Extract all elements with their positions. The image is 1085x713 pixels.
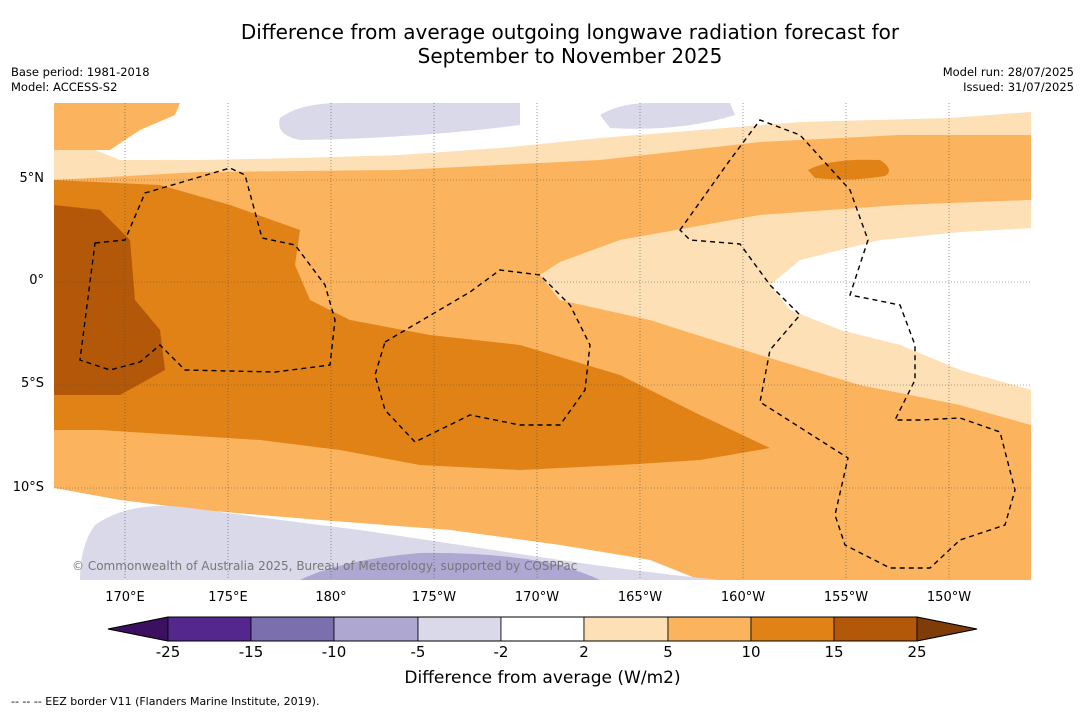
- lon-label: 180°: [315, 590, 347, 605]
- colorbar-tick: -15: [238, 643, 264, 661]
- colorbar-tick: -5: [410, 643, 426, 661]
- eez-border-central: [374, 269, 591, 443]
- map-panel: [54, 103, 1031, 580]
- colorbar-bin: [583, 616, 669, 642]
- eez-legend-note: -- -- -- EEZ border V11 (Flanders Marine…: [11, 695, 320, 708]
- colorbar-tick: -10: [321, 643, 347, 661]
- colorbar-arrow-high: [916, 616, 978, 642]
- colorbar-bin: [500, 616, 585, 642]
- light-positive-east: [540, 200, 1031, 425]
- colorbar-bin: [333, 616, 419, 642]
- colorbar-bin: [417, 616, 502, 642]
- eez-borders: [79, 119, 1016, 569]
- model-run: Model run: 28/07/2025: [942, 65, 1074, 79]
- lat-label: 0°: [29, 273, 44, 288]
- negative-patch-north-1: [279, 103, 520, 140]
- strong-positive-west: [54, 205, 165, 395]
- negative-patch-north-2: [600, 103, 735, 129]
- colorbar-tick: 2: [579, 643, 589, 661]
- lon-label: 175°W: [411, 590, 457, 605]
- colorbar-bin: [167, 616, 252, 642]
- lon-label: 165°W: [617, 590, 663, 605]
- colorbar-outline: [107, 616, 978, 642]
- lon-label: 170°W: [514, 590, 560, 605]
- colorbar-tick: -25: [155, 643, 181, 661]
- lat-label: 5°N: [19, 171, 45, 186]
- colorbar-bin: [833, 616, 918, 642]
- lon-label: 160°W: [720, 590, 766, 605]
- colorbar-bin: [750, 616, 835, 642]
- lon-label: 170°E: [105, 590, 145, 605]
- eez-border-west: [79, 167, 336, 373]
- near-normal-east: [770, 228, 1031, 390]
- map-title: Difference from average outgoing longwav…: [0, 20, 1085, 68]
- colorbar-tick: 25: [907, 643, 927, 661]
- colorbar-tick: -2: [493, 643, 509, 661]
- lat-label: 5°S: [20, 376, 44, 391]
- title-line-2: September to November 2025: [417, 44, 723, 68]
- lon-label: 150°W: [926, 590, 972, 605]
- base-info: Base period: 1981-2018 Model: ACCESS-S2: [11, 65, 150, 95]
- positive-patch-northwest: [54, 103, 180, 150]
- lat-label: 10°S: [12, 480, 44, 495]
- issued-date: Issued: 31/07/2025: [963, 80, 1074, 94]
- colorbar-title: Difference from average (W/m2): [404, 668, 681, 688]
- colorbar-arrow-low: [107, 616, 169, 642]
- lon-label: 175°E: [208, 590, 248, 605]
- lon-label: 155°W: [823, 590, 869, 605]
- run-info: Model run: 28/07/2025 Issued: 31/07/2025: [943, 65, 1074, 95]
- graticule: [54, 103, 1031, 580]
- colorbar-bin: [667, 616, 752, 642]
- positive-core: [54, 180, 770, 470]
- colorbar: [107, 616, 978, 642]
- colorbar-bin: [250, 616, 335, 642]
- base-period: Base period: 1981-2018: [11, 65, 150, 79]
- negative-core-south: [300, 552, 600, 580]
- positive-patch-northeast: [808, 159, 889, 180]
- colorbar-tick: 10: [741, 643, 761, 661]
- colorbar-tick: 5: [663, 643, 673, 661]
- colorbar-tick: 15: [824, 643, 844, 661]
- negative-patch-south: [80, 506, 720, 580]
- title-line-1: Difference from average outgoing longwav…: [240, 20, 900, 44]
- model-name: Model: ACCESS-S2: [11, 80, 118, 94]
- eez-border-east: [679, 119, 1016, 569]
- copyright-notice: © Commonwealth of Australia 2025, Bureau…: [72, 559, 578, 573]
